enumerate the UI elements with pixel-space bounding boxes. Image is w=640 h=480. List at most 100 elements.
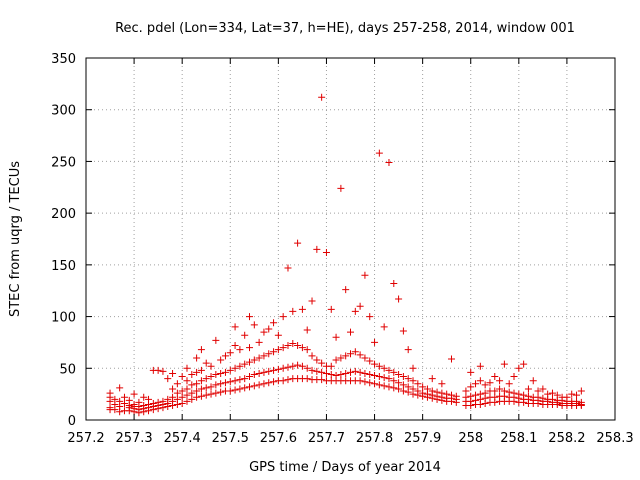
data-point [395,385,403,393]
data-point [375,362,383,370]
data-point [212,389,220,397]
data-point [231,386,239,394]
data-point [217,388,225,396]
data-point [246,344,254,352]
data-point [491,393,499,401]
data-point [433,388,441,396]
data-point [303,375,311,383]
data-point [255,369,263,377]
data-point [544,390,552,398]
data-point [279,377,287,385]
data-point [520,391,528,399]
data-point [130,400,138,408]
data-point [500,387,508,395]
data-point [298,344,306,352]
data-point [318,93,326,101]
data-point [423,385,431,393]
data-point [577,398,585,406]
data-point [197,366,205,374]
data-point [443,390,451,398]
data-point [241,375,249,383]
data-point [539,394,547,402]
data-point [169,393,177,401]
data-point [250,382,258,390]
data-point [183,364,191,372]
data-point [188,370,196,378]
data-point [221,368,229,376]
data-point [337,370,345,378]
data-point [395,379,403,387]
data-point [496,377,504,385]
x-tick-label: 257.4 [164,431,201,446]
data-point [284,376,292,384]
data-point [409,377,417,385]
data-point [279,313,287,321]
data-point [246,358,254,366]
data-point [476,362,484,370]
data-point [399,387,407,395]
data-point [159,397,167,405]
data-point [404,346,412,354]
data-point [313,367,321,375]
data-point [236,385,244,393]
data-point [476,377,484,385]
x-tick-label: 258.1 [500,431,537,446]
data-point [169,369,177,377]
x-tick-label: 257.2 [67,431,104,446]
data-point [212,336,220,344]
y-tick-label: 250 [51,155,76,170]
data-point [178,373,186,381]
data-point [351,307,359,315]
y-axis-label: STEC from uqrg / TECUs [8,161,23,317]
data-point [447,355,455,363]
data-point [342,286,350,294]
data-point [313,356,321,364]
data-point [255,354,263,362]
data-point [356,302,364,310]
x-tick-label: 257.5 [212,431,249,446]
data-point [347,328,354,336]
data-points [106,93,585,417]
data-point [563,393,571,401]
data-point [505,380,513,388]
x-axis-ticks: 257.2 257.3 257.4 257.5 257.6 257.7 257.8 257.9… [67,58,634,446]
data-point [270,366,278,374]
data-point [332,372,340,380]
data-point [356,351,364,359]
data-point [197,377,205,385]
x-tick-label: 258 [458,431,483,446]
data-point [303,364,311,372]
data-point [236,362,244,370]
data-point [231,377,239,385]
data-point [481,381,489,389]
x-tick-label: 258.3 [596,431,633,446]
x-tick-label: 257.6 [260,431,297,446]
data-point [462,387,470,395]
data-point [356,377,364,385]
data-point [116,384,124,392]
data-point [515,364,523,372]
data-point [221,379,229,387]
data-point [265,325,273,333]
data-point [524,392,532,400]
y-tick-label: 150 [51,259,76,274]
data-point [520,360,528,368]
data-point [510,389,518,397]
data-point [332,333,340,341]
data-point [298,362,306,370]
data-point [390,377,398,385]
data-point [308,366,316,374]
data-point [193,393,201,401]
y-tick-label: 0 [68,414,76,429]
data-point [375,373,383,381]
data-point [197,346,205,354]
data-point [188,395,196,403]
data-point [298,305,306,313]
data-point [226,387,234,395]
data-point [289,307,297,315]
data-point [390,384,398,392]
data-point [419,383,427,391]
data-point [515,390,523,398]
data-point [553,391,561,399]
data-point [529,377,537,385]
